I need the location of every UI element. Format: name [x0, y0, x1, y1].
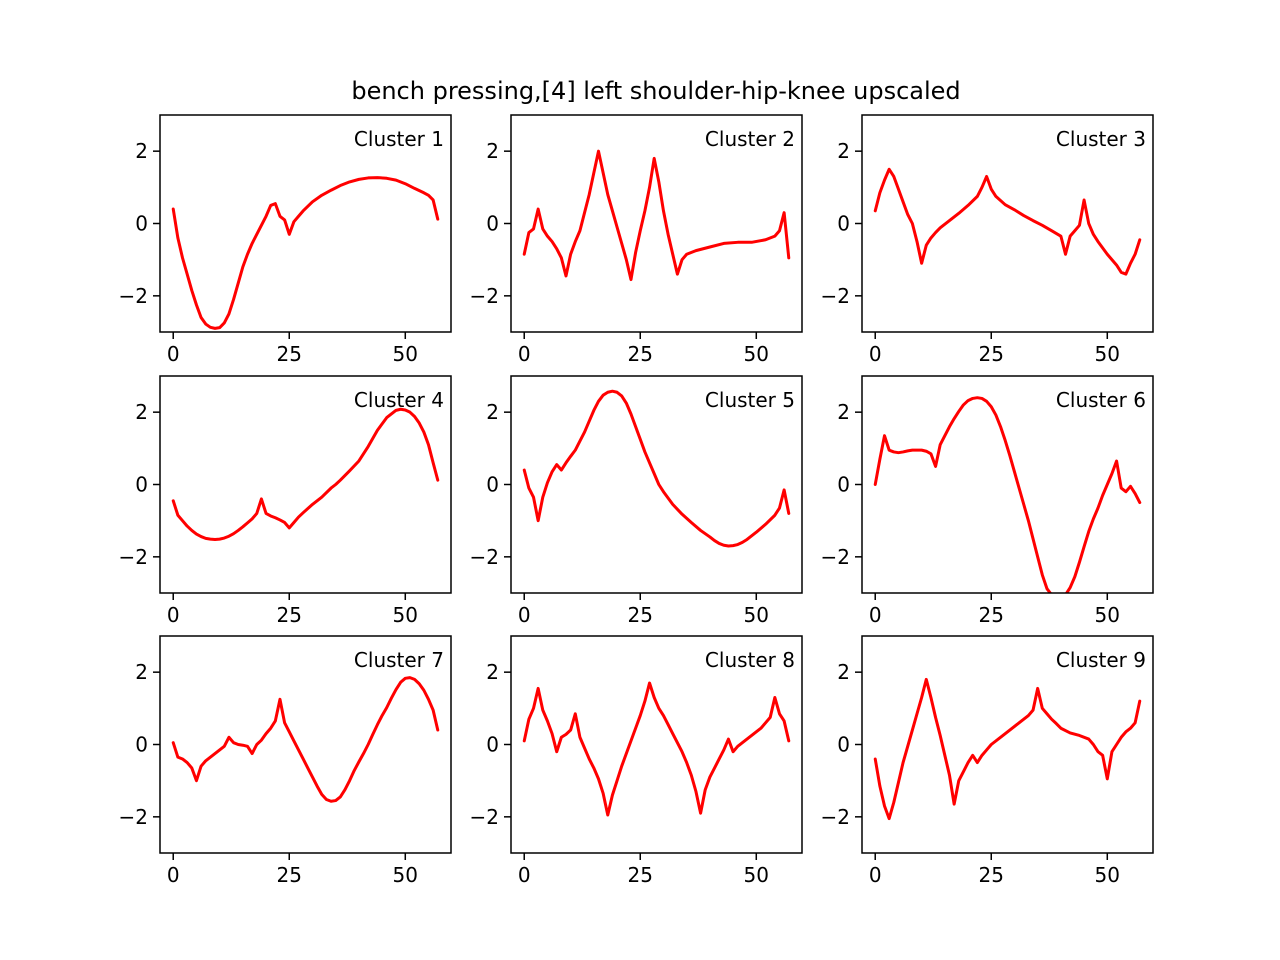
subplot-6: 0 25 50 −2 0 2 Cluster 6: [821, 375, 1154, 627]
y-tick-label: 2: [837, 660, 850, 684]
x-tick-label: 25: [628, 863, 653, 887]
subplot-1: 0 25 50 −2 0 2 Cluster 1: [119, 114, 452, 366]
y-tick-label: 0: [135, 473, 148, 497]
panel-label: Cluster 9: [1056, 648, 1146, 672]
y-tick-label: 2: [135, 139, 148, 163]
series-line: [873, 167, 1142, 276]
panel-label: Cluster 7: [354, 648, 444, 672]
y-tick-label: 0: [486, 212, 499, 236]
x-tick-label: 50: [744, 603, 769, 627]
x-tick-label: 50: [1095, 863, 1120, 887]
y-tick-label: −2: [470, 284, 499, 308]
series-line: [873, 677, 1142, 821]
y-tick-label: 0: [837, 212, 850, 236]
panel-label: Cluster 1: [354, 127, 444, 151]
y-tick-label: 2: [837, 400, 850, 424]
x-tick-label: 0: [167, 863, 180, 887]
panel-label: Cluster 4: [354, 388, 444, 412]
x-tick-label: 0: [869, 342, 882, 366]
x-tick-label: 25: [277, 603, 302, 627]
subplot-8: 0 25 50 −2 0 2 Cluster 8: [470, 635, 803, 887]
y-tick-label: 0: [135, 733, 148, 757]
series-line: [522, 389, 791, 548]
subplot-4: 0 25 50 −2 0 2 Cluster 4: [119, 375, 452, 627]
y-tick-label: 0: [135, 212, 148, 236]
x-tick-label: 25: [628, 603, 653, 627]
x-tick-label: 50: [744, 342, 769, 366]
figure-title: bench pressing,[4] left shoulder-hip-kne…: [351, 77, 960, 105]
y-tick-label: −2: [119, 545, 148, 569]
series-line: [171, 176, 440, 330]
x-tick-label: 50: [393, 603, 418, 627]
y-tick-label: 2: [135, 660, 148, 684]
x-tick-label: 25: [277, 342, 302, 366]
x-tick-label: 0: [518, 603, 531, 627]
subplot-7: 0 25 50 −2 0 2 Cluster 7: [119, 635, 452, 887]
panel-label: Cluster 3: [1056, 127, 1146, 151]
series-line: [522, 681, 791, 817]
y-tick-label: 2: [486, 660, 499, 684]
subplot-9: 0 25 50 −2 0 2 Cluster 9: [821, 635, 1154, 887]
series-line: [171, 676, 440, 803]
panel-label: Cluster 8: [705, 648, 795, 672]
x-tick-label: 50: [393, 863, 418, 887]
y-tick-label: 0: [837, 473, 850, 497]
x-tick-label: 50: [1095, 603, 1120, 627]
y-tick-label: 0: [486, 733, 499, 757]
y-tick-label: −2: [821, 284, 850, 308]
series-line: [171, 407, 440, 541]
x-tick-label: 25: [979, 863, 1004, 887]
panel-label: Cluster 5: [705, 388, 795, 412]
x-tick-label: 0: [167, 603, 180, 627]
y-tick-label: −2: [470, 545, 499, 569]
panel-label: Cluster 6: [1056, 388, 1146, 412]
y-tick-label: 2: [486, 139, 499, 163]
x-tick-label: 0: [518, 342, 531, 366]
x-tick-label: 0: [869, 863, 882, 887]
y-tick-label: 2: [135, 400, 148, 424]
panels-grid: 0 25 50 −2 0 2 Cluster 1 0 25 50 −2 0 2 Cluster 2 0 25 5…: [119, 114, 1154, 887]
x-tick-label: 50: [1095, 342, 1120, 366]
x-tick-label: 0: [869, 603, 882, 627]
x-tick-label: 50: [744, 863, 769, 887]
y-tick-label: −2: [821, 545, 850, 569]
y-tick-label: 0: [486, 473, 499, 497]
series-line: [522, 149, 791, 282]
y-tick-label: −2: [821, 805, 850, 829]
y-tick-label: −2: [119, 284, 148, 308]
x-tick-label: 0: [167, 342, 180, 366]
subplot-3: 0 25 50 −2 0 2 Cluster 3: [821, 114, 1154, 366]
y-tick-label: −2: [119, 805, 148, 829]
x-tick-label: 50: [393, 342, 418, 366]
x-tick-label: 25: [628, 342, 653, 366]
x-tick-label: 25: [979, 342, 1004, 366]
x-tick-label: 25: [277, 863, 302, 887]
y-tick-label: 2: [837, 139, 850, 163]
y-tick-label: 2: [486, 400, 499, 424]
subplot-5: 0 25 50 −2 0 2 Cluster 5: [470, 375, 803, 627]
x-tick-label: 0: [518, 863, 531, 887]
series-line: [873, 396, 1142, 593]
y-tick-label: 0: [837, 733, 850, 757]
subplot-2: 0 25 50 −2 0 2 Cluster 2: [470, 114, 803, 366]
y-tick-label: −2: [470, 805, 499, 829]
panel-label: Cluster 2: [705, 127, 795, 151]
x-tick-label: 25: [979, 603, 1004, 627]
